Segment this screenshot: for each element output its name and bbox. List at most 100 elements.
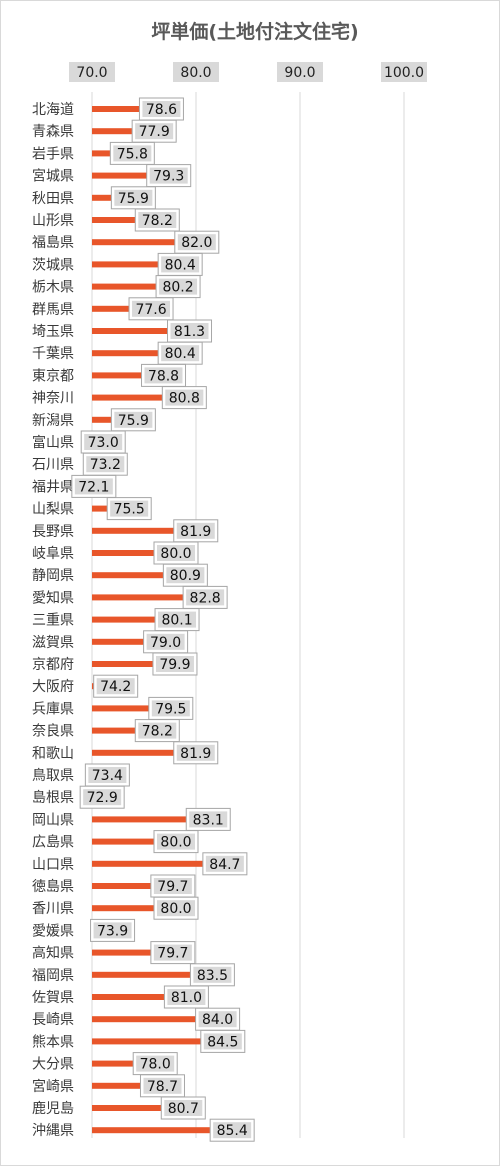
data-label-bg	[161, 345, 200, 362]
data-label: 80.0	[160, 835, 191, 851]
data-label: 80.4	[165, 346, 196, 362]
category-label: 栃木県	[32, 280, 74, 296]
category-label: 鳥取県	[32, 768, 74, 784]
data-label-bg	[164, 1100, 203, 1116]
bar	[92, 705, 191, 712]
bar	[92, 1038, 243, 1045]
category-label: 宮城県	[32, 169, 74, 185]
bar	[92, 949, 193, 956]
data-label: 75.8	[117, 146, 148, 162]
category-label: 愛知県	[32, 589, 74, 606]
tick-label-bg	[173, 62, 219, 82]
data-label: 73.2	[90, 457, 121, 473]
data-label-bg	[198, 1011, 237, 1028]
data-label: 79.3	[153, 169, 184, 185]
data-label: 81.9	[180, 746, 211, 762]
bar	[92, 550, 196, 556]
bar	[92, 1105, 204, 1111]
category-label: 長野県	[32, 524, 74, 540]
data-label-bg	[157, 545, 195, 561]
chart-title: 坪単価(土地付注文住宅)	[151, 20, 358, 43]
data-label-bg	[113, 145, 152, 162]
data-label-bg	[186, 589, 225, 606]
bar	[92, 616, 198, 623]
data-label: 72.1	[78, 479, 109, 495]
tick-label: 90.0	[284, 65, 315, 81]
data-label-bg	[88, 767, 127, 783]
data-label: 75.9	[118, 191, 149, 207]
category-label: 青森県	[32, 124, 74, 140]
axis-ticks: 70.0 80.0 90.0 100.0	[69, 62, 427, 82]
data-label-bg	[205, 855, 244, 872]
category-label: 熊本県	[32, 1034, 74, 1050]
category-label: 大分県	[32, 1057, 74, 1073]
category-label: 広島県	[32, 835, 74, 851]
data-label-bg	[189, 811, 228, 828]
bar	[92, 1127, 253, 1134]
data-label: 78.2	[142, 213, 173, 229]
tick-label: 100.0	[384, 65, 424, 81]
data-label-bg	[83, 789, 122, 806]
bar	[92, 217, 178, 223]
data-label: 84.0	[202, 1012, 233, 1028]
data-label-bg	[203, 1033, 242, 1050]
category-label: 埼玉県	[32, 324, 74, 340]
category-label: 和歌山	[32, 746, 74, 762]
bar	[92, 594, 226, 601]
data-label: 81.3	[174, 324, 205, 340]
data-label: 78.8	[148, 368, 179, 384]
data-label-bg	[170, 323, 209, 339]
data-label-bg	[176, 744, 215, 761]
data-label: 84.5	[207, 1034, 238, 1050]
data-label: 79.9	[159, 657, 190, 673]
data-label-bg	[153, 878, 192, 894]
bar	[92, 239, 217, 246]
bar	[92, 838, 196, 845]
data-label-bg	[84, 434, 123, 450]
bar	[92, 106, 182, 112]
category-label: 岩手県	[32, 146, 74, 162]
data-label: 73.0	[88, 435, 119, 451]
data-label-bg	[135, 123, 174, 140]
data-label: 73.4	[92, 768, 123, 784]
data-label-bg	[86, 456, 125, 473]
data-label-bg	[159, 278, 198, 295]
data-label-bg	[193, 966, 232, 983]
bar	[92, 749, 216, 756]
data-label: 78.2	[142, 724, 173, 740]
data-label-bg	[157, 833, 195, 850]
bar	[92, 261, 201, 268]
data-label-bg	[136, 1055, 175, 1072]
data-label-bg	[161, 256, 200, 273]
category-label: 岐阜県	[32, 545, 74, 562]
data-label-bg	[166, 567, 205, 584]
category-label: 群馬県	[32, 302, 74, 318]
data-label-bg	[74, 478, 113, 495]
data-label: 78.0	[140, 1057, 171, 1073]
data-label-bg	[96, 678, 135, 695]
data-label: 81.9	[180, 524, 211, 540]
bar	[92, 883, 193, 889]
category-label: 高知県	[32, 945, 74, 962]
data-label-bg	[177, 234, 216, 251]
category-label: 大阪府	[32, 679, 74, 695]
data-label-bg	[142, 101, 181, 117]
category-label: 島根県	[32, 790, 74, 806]
data-label: 79.5	[155, 701, 186, 717]
tick-label-bg	[69, 62, 115, 82]
category-label: 佐賀県	[32, 990, 74, 1006]
data-label-bg	[165, 389, 204, 406]
bar	[92, 572, 206, 579]
category-label: 東京都	[32, 368, 74, 384]
bar	[92, 372, 184, 379]
category-label: 福井県	[32, 479, 74, 495]
data-label-bg	[146, 633, 185, 650]
bar	[92, 1082, 183, 1089]
bar	[92, 394, 205, 401]
category-label: 石川県	[32, 457, 74, 473]
category-label: 富山県	[32, 434, 74, 451]
data-label: 79.7	[157, 946, 188, 962]
data-label: 85.4	[217, 1123, 248, 1139]
tick-label: 80.0	[180, 65, 211, 81]
data-label-bg	[155, 656, 194, 672]
